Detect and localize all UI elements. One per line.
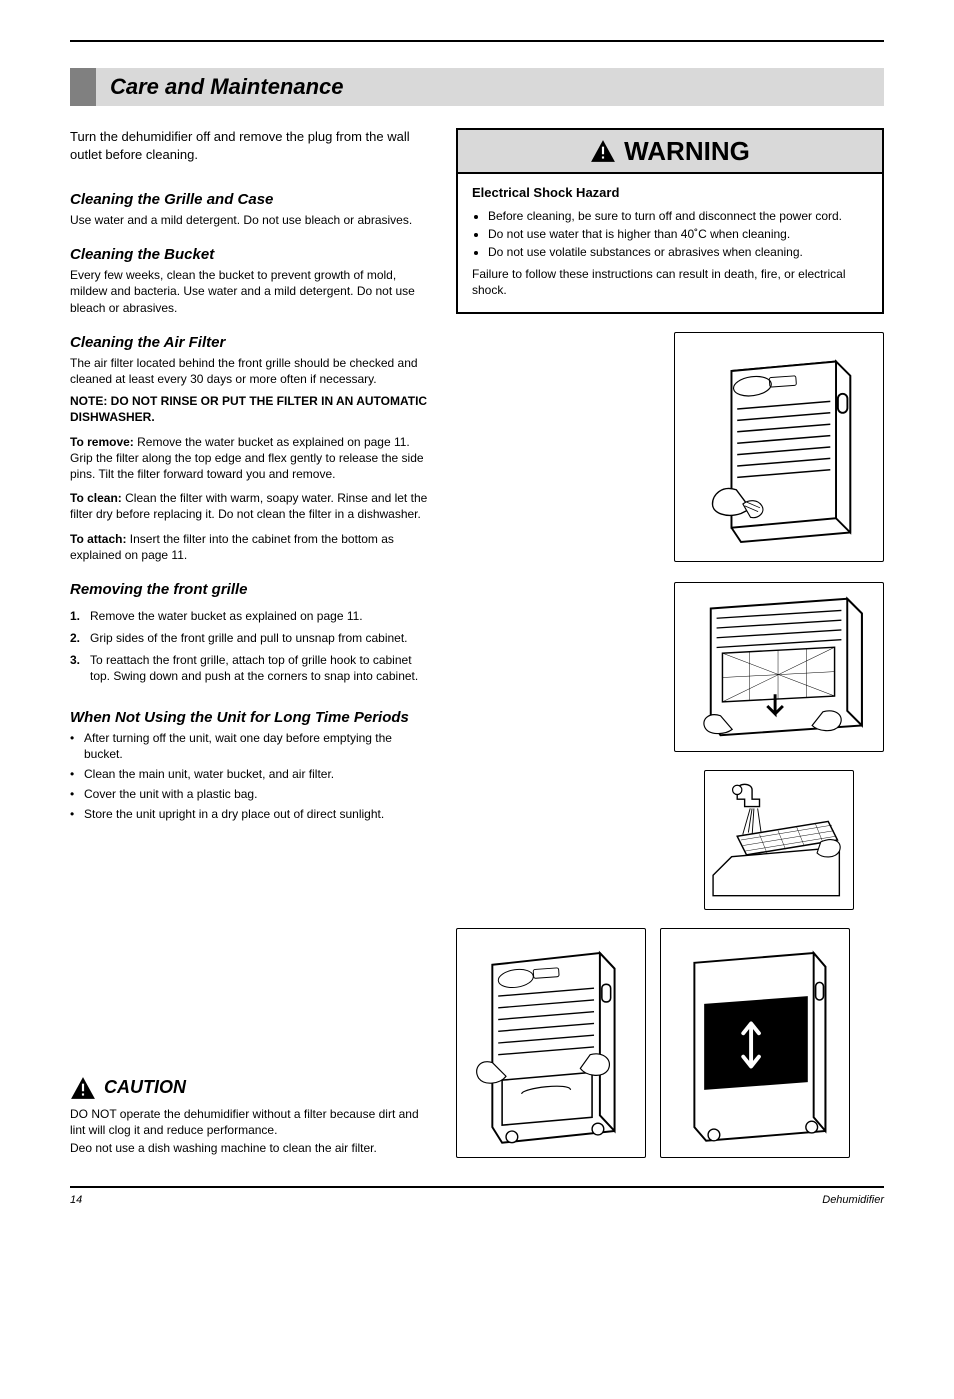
left-column: Turn the dehumidifier off and remove the… <box>70 128 430 1158</box>
section-body-grille-case: Use water and a mild detergent. Do not u… <box>70 212 430 228</box>
top-rule <box>70 40 884 42</box>
section-body-frontgrille: 1. Remove the water bucket as explained o… <box>70 602 430 691</box>
header-accent <box>70 68 96 106</box>
remove-title: To remove: <box>70 435 134 449</box>
right-column: WARNING Electrical Shock Hazard Before c… <box>456 128 884 1158</box>
caution-triangle-icon <box>70 1076 96 1100</box>
warning-box: WARNING Electrical Shock Hazard Before c… <box>456 128 884 314</box>
illustration-clean-cabinet <box>674 332 884 562</box>
warning-bullet-2: Do not use water that is higher than 40˚… <box>488 226 868 242</box>
section-body-bucket: Every few weeks, clean the bucket to pre… <box>70 267 430 316</box>
warning-heading: WARNING <box>624 136 750 167</box>
footer-page-number: 14 <box>70 1194 82 1206</box>
section-heading-filter: Cleaning the Air Filter <box>70 334 430 351</box>
section-header: Care and Maintenance <box>70 68 884 106</box>
step-num-2: 2. <box>70 630 84 646</box>
illustration-remove-grille-rear <box>660 928 850 1158</box>
caution-bullet-2: Deo not use a dish washing machine to cl… <box>70 1140 430 1156</box>
step-num-3: 3. <box>70 652 84 684</box>
clean-title: To clean: <box>70 491 122 505</box>
illustration-remove-filter <box>674 582 884 752</box>
storing-bullet-1: After turning off the unit, wait one day… <box>70 730 430 762</box>
warning-tail: Failure to follow these instructions can… <box>472 266 868 298</box>
step-text-1: Remove the water bucket as explained on … <box>90 608 430 624</box>
caution-bullet-1: DO NOT operate the dehumidifier without … <box>70 1106 430 1138</box>
step-num-1: 1. <box>70 608 84 624</box>
section-body-storing: After turning off the unit, wait one day… <box>70 730 430 827</box>
illustration-remove-grille-front <box>456 928 646 1158</box>
illustration-wash-filter <box>704 770 854 910</box>
clean-text: Clean the filter with warm, soapy water.… <box>70 491 427 521</box>
warning-triangle-icon <box>590 139 616 163</box>
storing-bullet-3: Cover the unit with a plastic bag. <box>70 786 430 802</box>
page-title: Care and Maintenance <box>96 68 884 106</box>
caution-title: CAUTION <box>104 1077 186 1098</box>
attach-title: To attach: <box>70 532 126 546</box>
intro-text: Turn the dehumidifier off and remove the… <box>70 128 430 163</box>
caution-section: CAUTION DO NOT operate the dehumidifier … <box>70 1076 430 1159</box>
page-footer: 14 Dehumidifier <box>70 1194 884 1206</box>
section-heading-bucket: Cleaning the Bucket <box>70 246 430 263</box>
section-heading-storing: When Not Using the Unit for Long Time Pe… <box>70 709 430 726</box>
filter-note: NOTE: DO NOT RINSE OR PUT THE FILTER IN … <box>70 393 430 425</box>
warning-lead: Electrical Shock Hazard <box>472 184 868 202</box>
footer-product-name: Dehumidifier <box>822 1194 884 1206</box>
storing-bullet-2: Clean the main unit, water bucket, and a… <box>70 766 430 782</box>
warning-bullet-1: Before cleaning, be sure to turn off and… <box>488 208 868 224</box>
warning-bullet-3: Do not use volatile substances or abrasi… <box>488 244 868 260</box>
step-text-3: To reattach the front grille, attach top… <box>90 652 430 684</box>
filter-desc: The air filter located behind the front … <box>70 356 418 386</box>
section-body-filter: The air filter located behind the front … <box>70 355 430 563</box>
storing-bullet-4: Store the unit upright in a dry place ou… <box>70 806 430 822</box>
step-text-2: Grip sides of the front grille and pull … <box>90 630 430 646</box>
bottom-rule <box>70 1186 884 1188</box>
section-heading-grille-case: Cleaning the Grille and Case <box>70 191 430 208</box>
illustration-row-grille <box>456 928 884 1158</box>
section-heading-frontgrille: Removing the front grille <box>70 581 430 598</box>
